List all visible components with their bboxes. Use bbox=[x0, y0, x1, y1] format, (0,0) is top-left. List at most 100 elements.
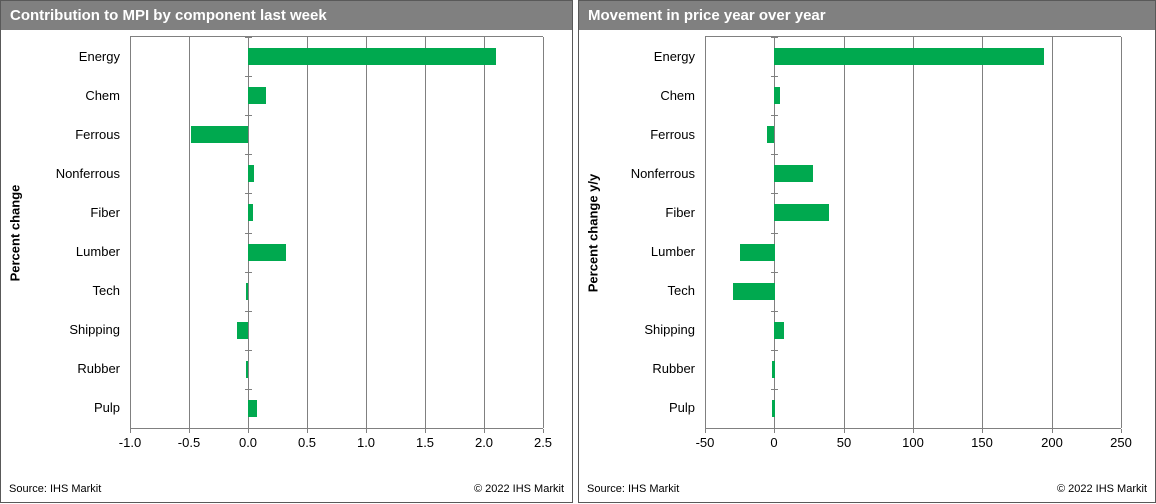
copyright-text: © 2022 IHS Markit bbox=[473, 483, 564, 495]
x-tick-label: 1.0 bbox=[356, 435, 376, 450]
x-axis-tick bbox=[774, 429, 775, 433]
gridline bbox=[425, 37, 426, 428]
x-axis-tick bbox=[982, 429, 983, 433]
bar-shipping bbox=[237, 322, 248, 339]
bar-pulp bbox=[248, 400, 257, 417]
chart-title-bar: Movement in price year over year bbox=[579, 1, 1155, 30]
category-axis-tick bbox=[245, 272, 252, 273]
gridline bbox=[189, 37, 190, 428]
bar-ferrous bbox=[767, 126, 774, 143]
bar-tech bbox=[733, 283, 775, 300]
category-axis-tick bbox=[245, 311, 252, 312]
gridline bbox=[982, 37, 983, 428]
panel-movement-in-price: Movement in price year over year Percent… bbox=[578, 0, 1156, 503]
category-axis-tick bbox=[771, 272, 778, 273]
bar-lumber bbox=[740, 244, 775, 261]
x-axis-tick bbox=[913, 429, 914, 433]
category-label-tech: Tech bbox=[667, 283, 695, 298]
chart-title: Movement in price year over year bbox=[588, 7, 826, 24]
x-axis-tick bbox=[1121, 429, 1122, 433]
x-axis-tick bbox=[248, 429, 249, 433]
gridline bbox=[484, 37, 485, 428]
category-axis-tick bbox=[245, 389, 252, 390]
category-label-chem: Chem bbox=[85, 88, 120, 103]
category-label-pulp: Pulp bbox=[668, 400, 695, 415]
category-label-energy: Energy bbox=[78, 49, 120, 64]
x-tick-label: 50 bbox=[836, 435, 852, 450]
category-axis-tick bbox=[771, 233, 778, 234]
category-axis-tick bbox=[245, 37, 252, 38]
gridline bbox=[307, 37, 308, 428]
category-axis-tick bbox=[771, 428, 778, 429]
copyright-text: © 2022 IHS Markit bbox=[1056, 483, 1147, 495]
gridline bbox=[774, 37, 775, 428]
x-tick-label: 2.0 bbox=[474, 435, 494, 450]
x-tick-label: -1.0 bbox=[118, 435, 142, 450]
y-axis-label: Percent change y/y bbox=[585, 173, 601, 293]
category-axis-tick bbox=[771, 154, 778, 155]
category-label-pulp: Pulp bbox=[93, 400, 120, 415]
bar-energy bbox=[248, 48, 496, 65]
bar-chem bbox=[774, 87, 780, 104]
gridline bbox=[130, 37, 131, 428]
x-tick-label: 200 bbox=[1041, 435, 1063, 450]
gridline bbox=[1121, 37, 1122, 428]
x-tick-label: 0 bbox=[770, 435, 778, 450]
bar-rubber bbox=[246, 361, 248, 378]
category-axis-tick bbox=[771, 350, 778, 351]
category-axis-tick bbox=[771, 37, 778, 38]
x-tick-label: 1.5 bbox=[415, 435, 435, 450]
x-axis-tick bbox=[366, 429, 367, 433]
x-axis-tick bbox=[307, 429, 308, 433]
gridline bbox=[543, 37, 544, 428]
plot-area bbox=[130, 36, 543, 429]
x-axis-tick bbox=[484, 429, 485, 433]
category-label-shipping: Shipping bbox=[644, 322, 695, 337]
category-axis-tick bbox=[245, 76, 252, 77]
x-tick-label: 0.0 bbox=[238, 435, 258, 450]
x-axis-tick bbox=[1052, 429, 1053, 433]
category-label-fiber: Fiber bbox=[90, 205, 120, 220]
category-axis-tick bbox=[245, 428, 252, 429]
bar-fiber bbox=[774, 204, 829, 221]
x-axis-tick bbox=[705, 429, 706, 433]
bar-nonferrous bbox=[774, 165, 813, 182]
category-label-lumber: Lumber bbox=[650, 244, 695, 259]
category-label-energy: Energy bbox=[653, 49, 695, 64]
x-tick-label: -50 bbox=[695, 435, 715, 450]
category-axis-tick bbox=[771, 76, 778, 77]
x-tick-label: 2.5 bbox=[533, 435, 553, 450]
category-axis-tick bbox=[771, 311, 778, 312]
category-label-tech: Tech bbox=[92, 283, 120, 298]
category-axis-tick bbox=[245, 233, 252, 234]
category-axis-tick bbox=[771, 115, 778, 116]
source-text: Source: IHS Markit bbox=[587, 483, 680, 495]
x-axis-tick bbox=[844, 429, 845, 433]
category-axis-tick bbox=[245, 115, 252, 116]
bar-shipping bbox=[774, 322, 784, 339]
category-label-chem: Chem bbox=[660, 88, 695, 103]
category-label-rubber: Rubber bbox=[652, 361, 695, 376]
x-tick-label: 150 bbox=[971, 435, 993, 450]
category-axis-tick bbox=[245, 154, 252, 155]
category-label-ferrous: Ferrous bbox=[75, 127, 120, 142]
plot-area bbox=[705, 36, 1121, 429]
bar-pulp bbox=[772, 400, 775, 417]
bar-rubber bbox=[772, 361, 775, 378]
x-axis-tick bbox=[130, 429, 131, 433]
y-axis-label: Percent change bbox=[7, 184, 23, 282]
category-axis-tick bbox=[245, 350, 252, 351]
bar-fiber bbox=[248, 204, 253, 221]
bar-ferrous bbox=[191, 126, 248, 143]
source-text: Source: IHS Markit bbox=[9, 483, 102, 495]
x-axis-tick bbox=[189, 429, 190, 433]
chart-title-bar: Contribution to MPI by component last we… bbox=[1, 1, 572, 30]
gridline bbox=[248, 37, 249, 428]
gridline bbox=[913, 37, 914, 428]
source-row: Source: IHS Markit © 2022 IHS Markit bbox=[9, 483, 564, 495]
panel-contribution-to-mpi: Contribution to MPI by component last we… bbox=[0, 0, 573, 503]
category-label-nonferrous: Nonferrous bbox=[630, 166, 695, 181]
category-label-rubber: Rubber bbox=[77, 361, 120, 376]
bar-tech bbox=[246, 283, 248, 300]
category-label-nonferrous: Nonferrous bbox=[55, 166, 120, 181]
